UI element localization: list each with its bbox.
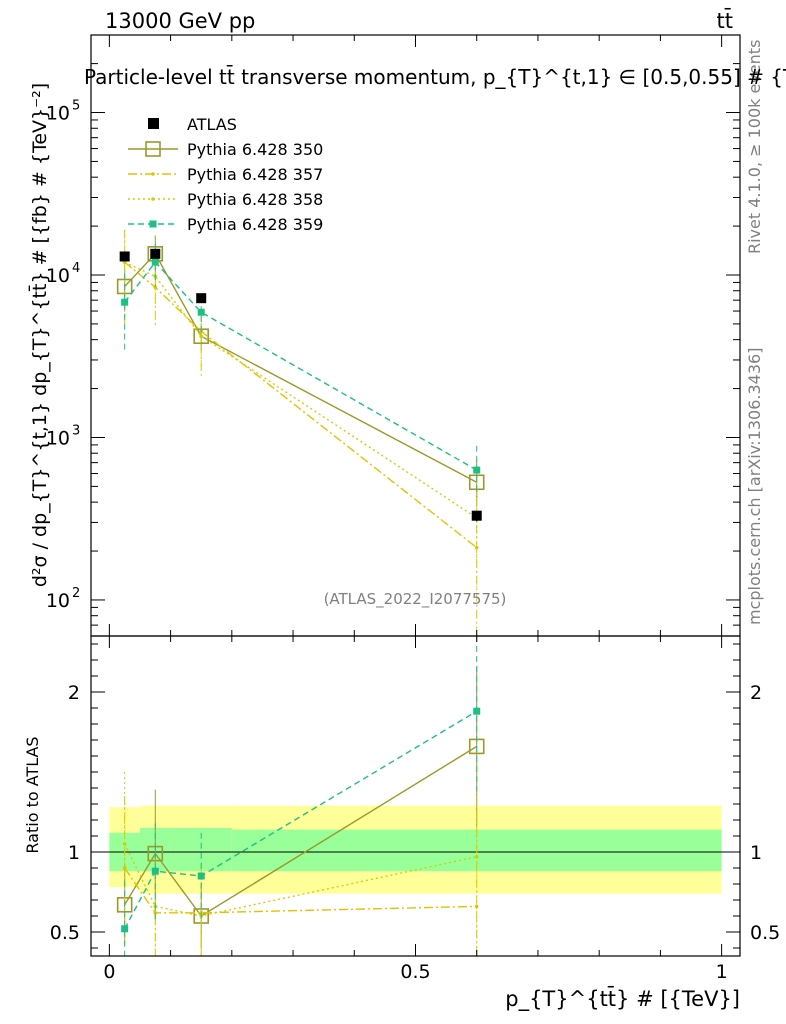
legend-marker-data xyxy=(148,118,159,129)
legend-label: Pythia 6.428 357 xyxy=(187,165,323,184)
plot-title: Particle-level tt̄ transverse momentum, … xyxy=(84,64,786,89)
series-line-3 xyxy=(124,261,478,471)
y-tick-exponent: 5 xyxy=(72,99,80,114)
series-point xyxy=(121,298,129,306)
series-point xyxy=(197,308,205,316)
legend-marker xyxy=(151,172,155,176)
x-tick-label: 0 xyxy=(103,961,115,983)
header-energy-label: 13000 GeV pp xyxy=(105,9,255,33)
y-tick-label: 10 xyxy=(46,590,70,612)
legend-label: Pythia 6.428 358 xyxy=(187,190,323,209)
y-tick-exponent: 2 xyxy=(72,586,80,601)
y-axis-label-main: d²σ / dp_{T}^{t,1} dp_{T}^{tt̄} # [{fb} … xyxy=(27,83,51,587)
ratio-y-tick-label: 0.5 xyxy=(50,922,80,944)
ratio-point xyxy=(197,872,205,880)
ratio-y-tick-label: 2 xyxy=(68,682,80,704)
rivet-version-label: Rivet 4.1.0, ≥ 100k events xyxy=(745,40,764,254)
data-point xyxy=(150,248,161,259)
ratio-point xyxy=(153,911,158,915)
x-axis-label: p_{T}^{tt̄} # [{TeV}] xyxy=(505,986,740,1012)
series-line-1 xyxy=(124,261,478,549)
legend-label: Pythia 6.428 350 xyxy=(187,140,323,159)
series-point xyxy=(473,466,481,474)
series-line-0 xyxy=(124,252,478,483)
ratio-point xyxy=(121,925,129,933)
y-tick-exponent: 4 xyxy=(72,261,80,276)
mcplots-label: mcplots.cern.ch [arXiv:1306.3436] xyxy=(745,348,764,625)
series-point xyxy=(199,334,204,339)
analysis-watermark: (ATLAS_2022_I2077575) xyxy=(324,590,507,609)
y-tick-label: 10 xyxy=(46,427,70,449)
x-tick-label: 0.5 xyxy=(400,961,430,983)
y-tick-label: 10 xyxy=(46,265,70,287)
ratio-y-tick-label-right: 2 xyxy=(750,682,762,704)
ratio-y-tick-label-right: 0.5 xyxy=(750,922,780,944)
ratio-point xyxy=(151,867,159,875)
legend-marker xyxy=(151,197,155,201)
legend-label-data: ATLAS xyxy=(187,115,237,134)
ratio-point xyxy=(473,707,481,715)
ratio-y-tick-label-right: 1 xyxy=(750,842,762,864)
ratio-line-0 xyxy=(124,745,478,917)
ratio-y-tick-label: 1 xyxy=(68,842,80,864)
series-point xyxy=(151,258,159,266)
legend-marker xyxy=(149,220,157,228)
series-line-2 xyxy=(124,261,478,519)
y-tick-label: 10 xyxy=(46,103,70,125)
legend-marker xyxy=(145,141,161,157)
y-tick-exponent: 3 xyxy=(72,423,80,438)
data-point xyxy=(119,251,130,262)
data-point xyxy=(196,293,207,304)
legend-label: Pythia 6.428 359 xyxy=(187,215,323,234)
y-axis-label-ratio: Ratio to ATLAS xyxy=(23,736,42,853)
data-point xyxy=(471,510,482,521)
ratio-line-3 xyxy=(124,710,478,930)
ratio-point xyxy=(474,855,479,859)
ratio-point xyxy=(122,842,127,846)
header-process-label: tt̄ xyxy=(717,8,733,33)
x-tick-label: 1 xyxy=(716,961,728,983)
